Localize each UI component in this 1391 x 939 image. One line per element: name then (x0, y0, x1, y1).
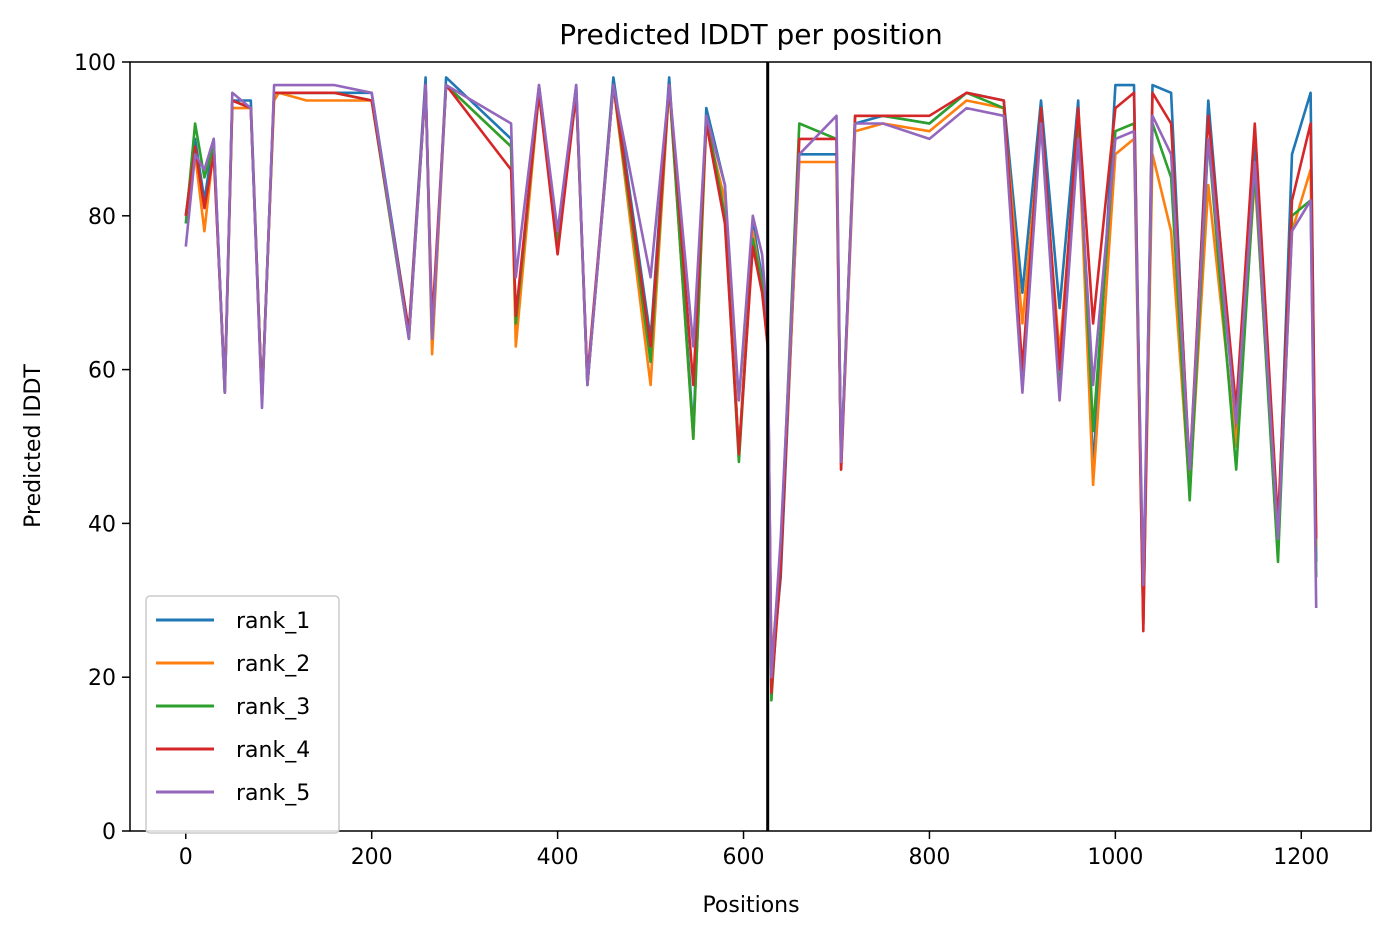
x-tick-label: 200 (351, 845, 393, 870)
y-tick-label: 80 (88, 205, 116, 230)
legend-label: rank_2 (236, 652, 310, 677)
x-tick-label: 1000 (1087, 845, 1143, 870)
x-tick-label: 1200 (1273, 845, 1329, 870)
legend-frame (145, 595, 340, 834)
y-axis: 0 20 40 60 80 100 (74, 51, 130, 845)
series-line-rank-4 (184, 83, 1318, 694)
y-tick-label: 20 (88, 666, 116, 691)
y-tick-label: 40 (88, 512, 116, 537)
y-tick-label: 0 (102, 820, 116, 845)
series-line-rank-5 (184, 83, 1318, 679)
legend-label: rank_4 (236, 738, 310, 763)
x-axis: 0 200 400 600 800 1000 1200 (179, 831, 1329, 870)
y-tick-label: 100 (74, 51, 116, 76)
legend-label: rank_5 (236, 781, 310, 806)
legend-label: rank_3 (236, 695, 310, 720)
plot-frame (129, 61, 1372, 832)
plot-area (184, 76, 1318, 702)
x-tick-label: 800 (908, 845, 950, 870)
legend-label: rank_1 (236, 609, 310, 634)
y-axis-label: Predicted lDDT (21, 364, 46, 528)
y-tick-label: 60 (88, 359, 116, 384)
x-tick-label: 400 (537, 845, 579, 870)
x-axis-label: Positions (702, 893, 799, 918)
x-tick-label: 0 (179, 845, 193, 870)
x-tick-label: 600 (723, 845, 765, 870)
chart-title: Predicted lDDT per position (559, 18, 943, 51)
legend: rank_1 rank_2 rank_3 rank_4 rank_5 (145, 595, 340, 834)
